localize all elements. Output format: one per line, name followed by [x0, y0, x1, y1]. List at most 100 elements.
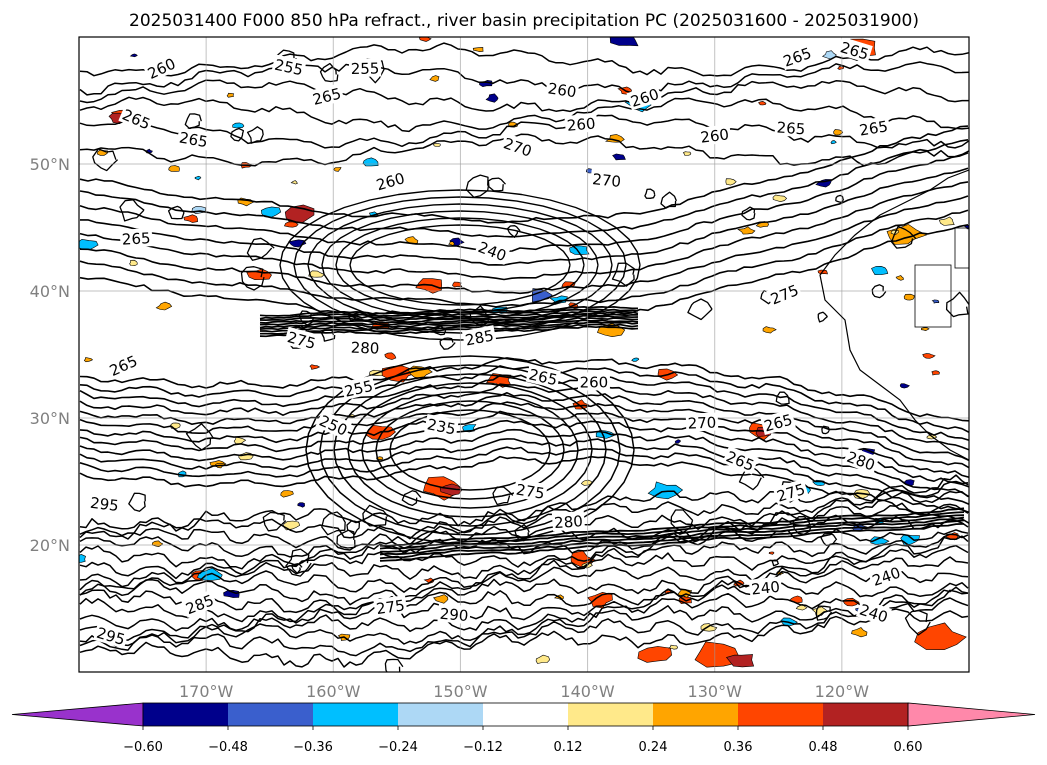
- precip-patch: [333, 167, 342, 172]
- colorbar-swatch: [143, 703, 228, 726]
- precip-patch: [762, 326, 777, 334]
- contour-label: 280: [350, 339, 379, 358]
- colorbar-tick-labels: −0.60 −0.48 −0.36 −0.24 −0.12 0.12 0.24 0.36 0.4…: [123, 726, 922, 755]
- precip-patch: [485, 93, 499, 103]
- contour-line: [660, 191, 678, 209]
- contour-line: [379, 514, 965, 553]
- contour-line: [79, 195, 969, 295]
- contour-label-bg: [774, 117, 808, 138]
- precip-patch: [439, 483, 463, 496]
- contour-line: [379, 523, 965, 562]
- contour-line: [346, 520, 361, 536]
- contour-line: [890, 225, 917, 249]
- precip-patch: [899, 383, 910, 389]
- precip-patch: [452, 281, 463, 288]
- latitude-tick-labels: 20°N 30°N 40°N 50°N: [30, 155, 70, 555]
- contour-line: [362, 504, 389, 527]
- longitude-tick-label: 140°W: [560, 682, 615, 701]
- contour-label: 270: [687, 414, 716, 433]
- contour-line: [79, 490, 969, 551]
- contour-line: [307, 203, 613, 327]
- contour-label-bg: [315, 409, 352, 440]
- contour-line: [320, 329, 336, 342]
- contour-line: [792, 515, 812, 535]
- contour-label-bg: [461, 325, 497, 349]
- contour-line: [79, 392, 969, 462]
- contour-label-bg: [93, 622, 129, 649]
- contour-line: [379, 519, 965, 560]
- precip-patch: [922, 353, 936, 359]
- contour-line: [379, 507, 965, 547]
- precip-patch: [280, 490, 294, 498]
- precip-patch: [429, 75, 440, 82]
- precip-patch: [612, 153, 626, 161]
- precip-patch: [631, 357, 640, 362]
- contour-label-bg: [564, 113, 598, 134]
- precip-patch: [605, 134, 625, 143]
- contour-line: [79, 474, 969, 530]
- contour-line: [259, 325, 639, 338]
- contour-label: 265: [858, 117, 889, 139]
- contour-label-bg: [104, 350, 142, 380]
- contour-label-bg: [513, 479, 548, 503]
- contour-line: [79, 401, 969, 469]
- colorbar-outline: [142, 702, 909, 727]
- precip-patch: [921, 327, 930, 332]
- precip-patch: [290, 180, 298, 185]
- precip-patch: [232, 122, 245, 129]
- state-border: [914, 264, 952, 328]
- contour-line: [741, 206, 756, 221]
- contour-line: [79, 533, 969, 588]
- contour-line: [469, 305, 490, 327]
- colorbar-tick-label: −0.48: [208, 740, 248, 755]
- contour-line: [611, 262, 635, 287]
- contour-label: 255: [273, 56, 305, 80]
- colorbar-tick-label: 0.36: [724, 740, 753, 755]
- precip-patch: [833, 129, 844, 136]
- contour-label-bg: [577, 372, 610, 391]
- colorbar: [11, 702, 1036, 727]
- contour-label-bg: [551, 511, 586, 532]
- contour-line: [79, 455, 969, 524]
- contour-line: [79, 589, 969, 647]
- coastline-path: [819, 169, 969, 461]
- precip-patch: [432, 143, 441, 147]
- latitude-tick-label: 50°N: [30, 155, 70, 174]
- latitude-tick-label: 40°N: [30, 282, 70, 301]
- contour-label: 255: [343, 377, 375, 401]
- contour-line: [321, 210, 599, 320]
- contour-label-bg: [119, 228, 153, 248]
- precip-patch: [938, 216, 955, 226]
- contour-label-bg: [118, 104, 155, 134]
- contour-line: [79, 608, 969, 668]
- contour-line: [79, 114, 969, 149]
- colorbar-tick-label: −0.24: [378, 740, 418, 755]
- colorbar-tick-label: −0.12: [463, 740, 503, 755]
- contour-line: [285, 548, 312, 577]
- contour-label-bg: [87, 492, 122, 515]
- contour-label-bg: [545, 78, 580, 101]
- contour-label: 235: [426, 415, 458, 438]
- contour-line: [80, 167, 969, 266]
- contour-line: [79, 357, 969, 422]
- contour-line: [821, 425, 831, 435]
- contour-label-bg: [474, 236, 511, 265]
- contour-label-bg: [348, 58, 382, 78]
- precip-patch: [871, 265, 889, 276]
- contour-line: [184, 113, 202, 129]
- contour-line: [119, 199, 145, 222]
- contour-label: 260: [566, 114, 596, 134]
- precip-patch: [308, 270, 325, 278]
- precip-patch: [79, 553, 86, 563]
- precip-patch: [183, 214, 198, 223]
- contour-line: [379, 511, 965, 550]
- contour-line: [79, 181, 969, 281]
- contour-line: [487, 177, 506, 192]
- contour-label-bg: [424, 414, 459, 438]
- contour-line: [817, 311, 829, 323]
- contour-label: 275: [515, 481, 546, 503]
- precip-patch: [283, 221, 299, 228]
- precip-patch: [758, 100, 767, 106]
- contour-line: [79, 556, 969, 614]
- contour-label-bg: [722, 445, 759, 475]
